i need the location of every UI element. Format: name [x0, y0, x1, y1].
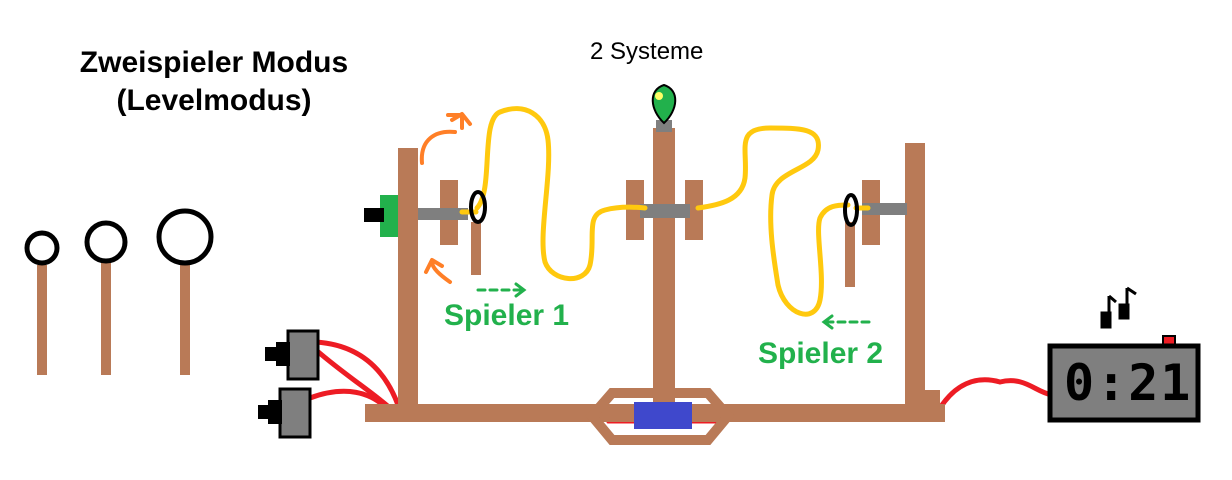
- loop-sizes: [24, 208, 214, 375]
- loop-player-2: [843, 193, 859, 227]
- buzzers: [258, 329, 320, 439]
- buzzer-top: [265, 329, 320, 381]
- orange-arrows: [419, 112, 472, 284]
- arrow-up-curve: [419, 113, 464, 165]
- metal-parts: [418, 120, 907, 220]
- frame-center-post: [653, 128, 675, 408]
- lamp-bulb: [651, 83, 677, 125]
- right-rod: [862, 203, 907, 215]
- loop-player-1: [469, 190, 487, 224]
- loop-ring-small: [24, 230, 60, 266]
- player-loops: [469, 190, 859, 227]
- diagram-title: Zweispieler Modus (Levelmodus): [58, 44, 370, 120]
- left-loop-stick: [471, 222, 481, 275]
- center-block-right: [685, 180, 703, 240]
- wood-frame: [365, 128, 945, 422]
- loop-ring-large: [156, 208, 214, 266]
- arrow-player-1-head: [514, 282, 527, 298]
- player-1-label: Spieler 1: [444, 299, 570, 332]
- arrow-player-2-head: [821, 314, 834, 330]
- right-loop-stick: [845, 222, 855, 287]
- buzzer-bottom: [258, 387, 312, 439]
- lamp-highlight: [655, 92, 663, 100]
- timer: [1047, 286, 1201, 423]
- red-wire-1: [313, 339, 401, 408]
- systems-label: 2 Systeme: [590, 38, 704, 65]
- green-arrows: [476, 282, 874, 330]
- title-line-2: (Levelmodus): [116, 84, 312, 117]
- loop-stick-large: [180, 262, 190, 375]
- loop-ring-medium: [84, 220, 128, 264]
- yellow-wires: [459, 106, 871, 317]
- left-rod: [418, 208, 468, 220]
- center-block-left: [626, 180, 644, 240]
- base-right-block: [915, 390, 940, 412]
- battery-housing: [585, 388, 735, 445]
- frame-right-post: [905, 143, 925, 408]
- red-wire-timer: [937, 377, 1055, 411]
- timer-body: [1047, 343, 1201, 423]
- battery-case: [585, 388, 735, 445]
- loop-stick-small: [37, 265, 47, 375]
- title-line-1: Zweispieler Modus: [79, 46, 349, 79]
- timer-display: 0:21: [1064, 354, 1193, 412]
- frame-left-post: [398, 148, 418, 408]
- arrow-down-curve: [424, 258, 452, 284]
- yellow-wire-right: [695, 125, 851, 317]
- yellow-wire-left: [474, 106, 648, 282]
- arrow-up-curve-head: [450, 112, 472, 126]
- music-notes: [1100, 286, 1137, 329]
- start-contact-green: [380, 195, 398, 237]
- start-contact-black: [364, 208, 384, 222]
- center-rod: [640, 204, 690, 218]
- lamp: [651, 83, 677, 125]
- lamp-socket: [656, 120, 672, 132]
- player-2-label: Spieler 2: [758, 337, 884, 370]
- loop-stick-medium: [101, 262, 111, 375]
- battery-cell: [634, 402, 692, 429]
- start-contact: [364, 195, 398, 237]
